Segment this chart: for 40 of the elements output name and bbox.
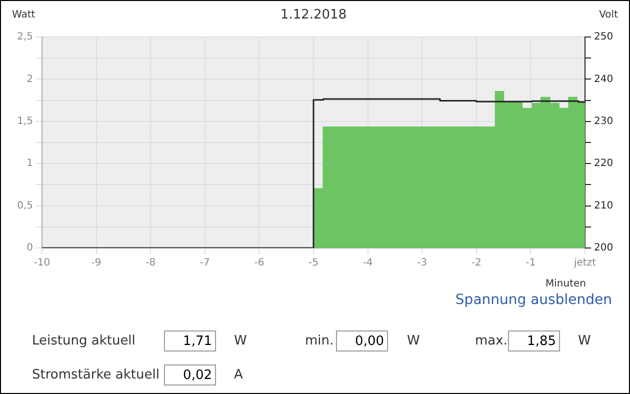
- y2-tick-label: 250: [594, 32, 614, 43]
- text-field: 0,00: [336, 330, 388, 352]
- text: A: [234, 368, 243, 382]
- y2-axis-title: Volt: [599, 10, 618, 21]
- x-tick-label: -8: [146, 258, 156, 269]
- y-tick-label: 1,5: [17, 116, 33, 127]
- y-tick-label: 1: [26, 158, 33, 170]
- text-field: 1,71: [164, 330, 216, 352]
- x-axis-title: Minuten: [546, 278, 586, 290]
- y2-tick-label: 220: [594, 158, 614, 170]
- text: W: [407, 334, 420, 348]
- text-field: 1,85: [508, 330, 560, 352]
- text: Leistung aktuell: [32, 334, 136, 348]
- y2-tick-label: 230: [594, 116, 614, 127]
- text: W: [578, 334, 591, 348]
- y-tick-label: 0,5: [17, 200, 33, 212]
- x-tick-label: -6: [254, 258, 264, 269]
- y-tick-label: 0: [26, 242, 33, 254]
- y2-tick-label: 200: [594, 242, 614, 254]
- text-field: 0,02: [164, 364, 216, 386]
- y2-tick-label: 210: [594, 200, 614, 212]
- x-tick-label: -5: [308, 258, 318, 269]
- chart-title: 1.12.2018: [280, 7, 347, 22]
- text: Stromstärke aktuell: [32, 368, 160, 382]
- x-tick-label: -3: [417, 258, 428, 269]
- text: max.: [475, 334, 508, 348]
- y-tick-label: 2,5: [17, 32, 33, 43]
- x-tick-label: -10: [34, 258, 50, 269]
- y2-tick-label: 240: [594, 74, 614, 85]
- text: min.: [305, 334, 334, 348]
- text: W: [234, 334, 247, 348]
- x-tick-label: -9: [91, 258, 102, 269]
- y-axis-title: Watt: [12, 10, 36, 21]
- x-tick-label: -4: [362, 258, 373, 269]
- x-tick-label: -1: [526, 258, 536, 269]
- x-tick-label: -7: [200, 258, 210, 269]
- y-tick-label: 2: [26, 74, 33, 85]
- text: Spannung ausblenden: [455, 292, 612, 308]
- x-tick-label: jetzt: [572, 258, 596, 269]
- x-tick-label: -2: [471, 258, 482, 269]
